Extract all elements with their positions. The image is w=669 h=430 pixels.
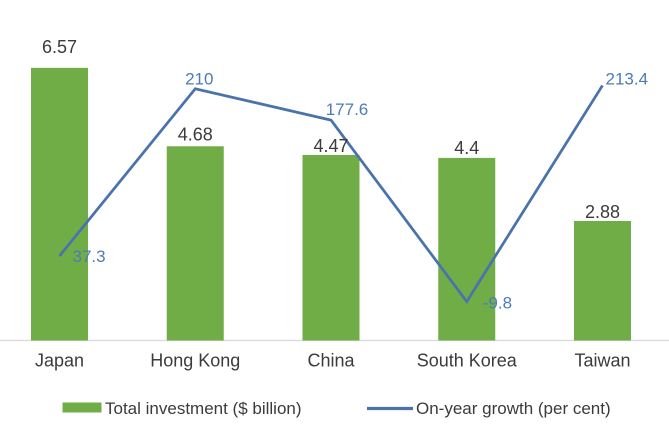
bar-china (302, 154, 360, 341)
legend-bar-label: Total investment ($ billion) (105, 399, 302, 418)
bar-value-label-hong-kong: 4.68 (178, 124, 213, 144)
bar-value-label-japan: 6.57 (42, 37, 77, 57)
line-value-label-taiwan: 213.4 (606, 69, 649, 88)
legend: Total investment ($ billion) On-year gro… (62, 399, 611, 418)
line-value-label-south-korea: -9.8 (483, 294, 512, 313)
bar-value-label-taiwan: 2.88 (585, 202, 620, 222)
bar-value-label-china: 4.47 (313, 136, 348, 156)
bar-hong-kong (166, 146, 224, 341)
bar-value-label-south-korea: 4.4 (454, 138, 479, 158)
bar-series-group (31, 67, 631, 341)
growth-line-series (58, 84, 604, 305)
category-label-hong-kong: Hong Kong (150, 351, 240, 371)
line-value-label-hong-kong: 210 (185, 70, 213, 89)
category-axis-labels: Japan Hong Kong China South Korea Taiwan (35, 351, 631, 371)
category-label-china: China (307, 351, 355, 371)
category-label-taiwan: Taiwan (574, 351, 630, 371)
bar-japan (31, 67, 88, 341)
category-label-japan: Japan (35, 351, 84, 371)
line-value-label-china: 177.6 (326, 100, 369, 119)
line-value-labels: 37.3 210 177.6 -9.8 213.4 (73, 69, 649, 312)
bar-taiwan (574, 220, 631, 341)
legend-bar-swatch (62, 402, 102, 413)
bar-value-labels: 6.57 4.68 4.47 4.4 2.88 (42, 37, 620, 222)
bar-south-korea (438, 157, 496, 341)
category-label-south-korea: South Korea (417, 351, 518, 371)
legend-line-label: On-year growth (per cent) (416, 399, 611, 418)
line-value-label-japan: 37.3 (73, 247, 106, 266)
